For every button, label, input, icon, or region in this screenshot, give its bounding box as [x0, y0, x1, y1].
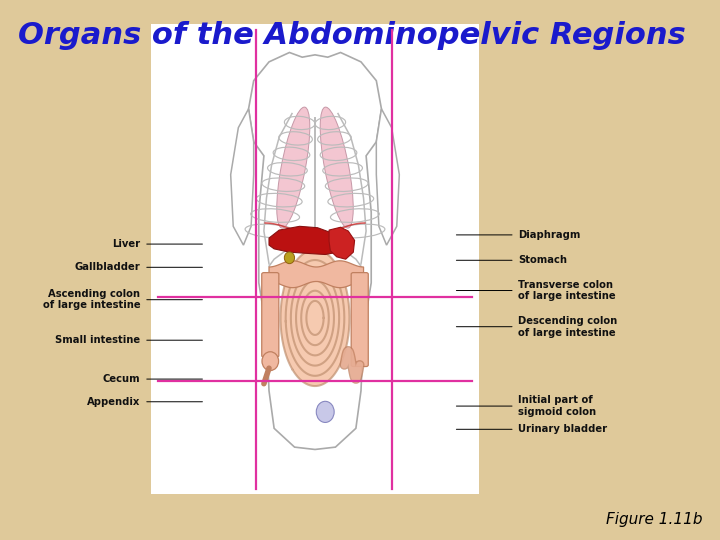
FancyBboxPatch shape — [262, 273, 279, 357]
Text: Diaphragm: Diaphragm — [518, 230, 581, 240]
Bar — [151, 24, 479, 494]
Ellipse shape — [284, 252, 294, 264]
Polygon shape — [269, 226, 341, 254]
Ellipse shape — [320, 107, 354, 228]
Polygon shape — [377, 109, 400, 245]
Text: Liver: Liver — [112, 239, 140, 249]
Ellipse shape — [316, 401, 334, 422]
Text: Transverse colon
of large intestine: Transverse colon of large intestine — [518, 280, 616, 301]
Text: Initial part of
sigmoid colon: Initial part of sigmoid colon — [518, 395, 597, 417]
Text: Appendix: Appendix — [87, 397, 140, 407]
Text: Gallbladder: Gallbladder — [75, 262, 140, 272]
FancyBboxPatch shape — [351, 273, 368, 367]
Polygon shape — [329, 227, 355, 259]
Text: Figure 1.11b: Figure 1.11b — [606, 512, 702, 527]
Text: Cecum: Cecum — [103, 374, 140, 384]
Text: Stomach: Stomach — [518, 255, 567, 265]
Polygon shape — [248, 52, 382, 449]
Polygon shape — [269, 261, 364, 288]
Polygon shape — [230, 109, 253, 245]
Ellipse shape — [262, 352, 279, 370]
Text: Ascending colon
of large intestine: Ascending colon of large intestine — [42, 289, 140, 310]
Text: Organs of the Abdominopelvic Regions: Organs of the Abdominopelvic Regions — [18, 21, 685, 50]
Text: Descending colon
of large intestine: Descending colon of large intestine — [518, 316, 618, 338]
Text: Urinary bladder: Urinary bladder — [518, 424, 608, 434]
Text: Small intestine: Small intestine — [55, 335, 140, 345]
Polygon shape — [281, 250, 349, 386]
Ellipse shape — [276, 107, 310, 228]
